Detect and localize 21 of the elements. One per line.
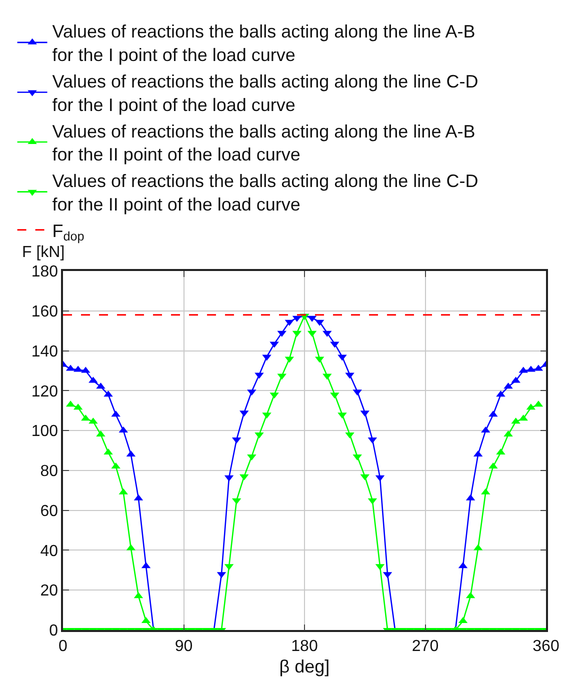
x-tick-label: 180 bbox=[291, 638, 318, 655]
y-tick-label: 40 bbox=[40, 542, 58, 560]
y-tick-label: 60 bbox=[40, 502, 58, 520]
y-tick-label: 160 bbox=[31, 303, 58, 320]
y-tick-label: 0 bbox=[49, 622, 58, 640]
y-tick-label: 140 bbox=[31, 343, 58, 360]
x-tick-label: 360 bbox=[532, 638, 560, 655]
y-tick-label: 80 bbox=[40, 463, 58, 480]
x-axis-title: β deg] bbox=[279, 656, 330, 677]
y-tick-label: 180 bbox=[31, 264, 58, 281]
y-tick-label: 120 bbox=[31, 383, 58, 400]
y-axis-title: F [kN] bbox=[22, 244, 65, 261]
legend-label: F$_{dop}$ bbox=[52, 220, 84, 244]
y-tick-label: 20 bbox=[40, 582, 58, 600]
legend-label: Values of reactions the balls acting along the line A-B for the II point of the load curve bbox=[52, 121, 476, 165]
y-tick-label: 100 bbox=[31, 423, 58, 440]
x-tick-label: 90 bbox=[174, 638, 193, 655]
legend-label: Values of reactions the balls acting along the line A-B for the I point of the load curve bbox=[52, 22, 476, 66]
x-tick-label: 270 bbox=[412, 638, 439, 655]
legend-label: Values of reactions the balls acting along the line C-D for the I point of the load curve bbox=[52, 72, 478, 115]
legend-label: Values of reactions the balls acting along the line C-D for the II point of the load curve bbox=[52, 171, 478, 215]
